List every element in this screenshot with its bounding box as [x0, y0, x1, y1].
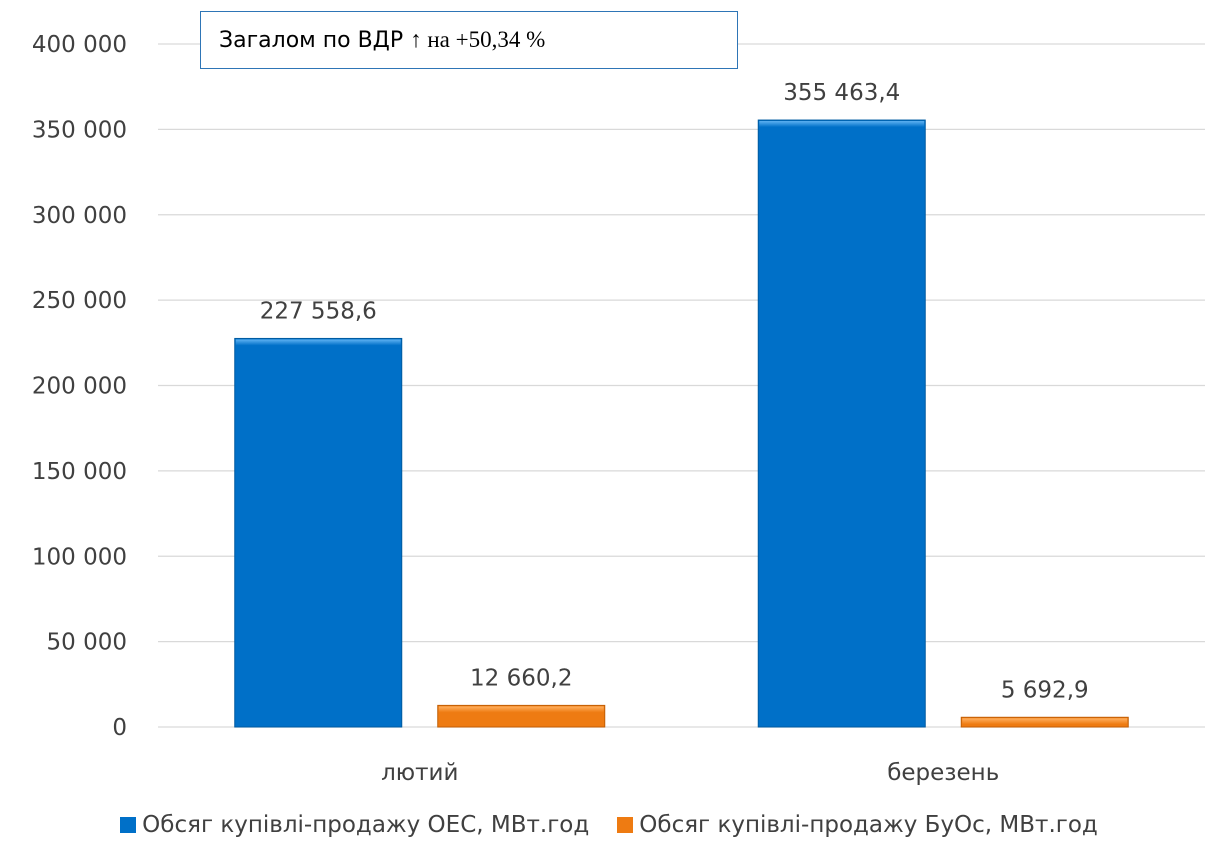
data-label: 355 463,4 — [783, 80, 900, 106]
data-label: 5 692,9 — [1001, 677, 1089, 703]
y-tick-label: 100 000 — [32, 544, 127, 570]
x-tick-label: березень — [887, 760, 999, 786]
data-label: 12 660,2 — [470, 665, 572, 691]
annotation-label: Загалом по ВДР — [219, 27, 404, 53]
y-axis-ticks: 0 50 000 100 000 150 000 200 000 250 000 300 0… — [32, 32, 127, 741]
legend-item-oes: Обсяг купівлі-продажу ОЕС, МВт.год — [120, 812, 589, 838]
summary-annotation: Загалом по ВДР ↑ на +50,34 % — [200, 11, 738, 69]
bars — [234, 119, 1129, 728]
y-tick-label: 0 — [112, 715, 127, 741]
legend-label-buos: Обсяг купівлі-продажу БуОс, МВт.год — [639, 812, 1098, 838]
legend-swatch-buos — [617, 817, 634, 833]
bar-top-bevel — [759, 121, 925, 128]
x-tick-label: лютий — [381, 760, 458, 786]
y-tick-label: 200 000 — [32, 374, 127, 400]
legend: Обсяг купівлі-продажу ОЕС, МВт.год Обсяг… — [0, 812, 1218, 838]
y-tick-label: 300 000 — [32, 203, 127, 229]
bar-top-bevel — [235, 339, 401, 346]
legend-swatch-oes — [120, 817, 137, 833]
data-label: 227 558,6 — [260, 298, 377, 324]
x-axis-ticks: лютий березень — [381, 760, 999, 786]
y-tick-label: 50 000 — [47, 630, 127, 656]
y-tick-label: 350 000 — [32, 117, 127, 143]
bar-oes — [234, 337, 403, 728]
bar-top-bevel — [438, 706, 604, 713]
bar-top-bevel — [962, 718, 1128, 725]
legend-label-oes: Обсяг купівлі-продажу ОЕС, МВт.год — [142, 812, 590, 838]
y-tick-label: 250 000 — [32, 288, 127, 314]
annotation-change: ↑ на +50,34 % — [410, 27, 546, 52]
y-tick-label: 150 000 — [32, 459, 127, 485]
legend-item-buos: Обсяг купівлі-продажу БуОс, МВт.год — [617, 812, 1098, 838]
bar-oes — [757, 119, 926, 728]
data-labels: 227 558,6 12 660,2 355 463,4 5 692,9 — [260, 80, 1089, 703]
y-tick-label: 400 000 — [32, 32, 127, 58]
